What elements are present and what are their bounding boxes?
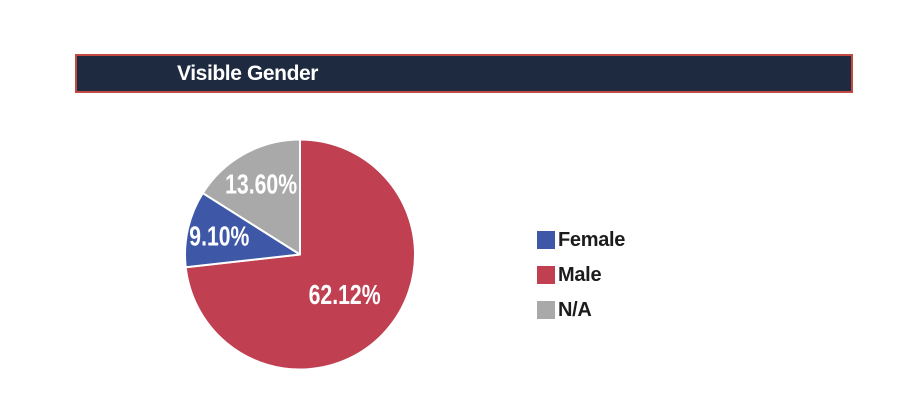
legend-label-na: N/A	[558, 299, 592, 321]
pie-slice-female	[184, 192, 301, 269]
legend-item-male: Male	[537, 264, 625, 286]
pie-value-label-na: 13.60%	[225, 169, 297, 200]
legend: Female Male N/A	[537, 229, 626, 336]
pie-slice-na	[201, 138, 301, 256]
legend-swatch-na	[537, 301, 555, 319]
legend-item-female: Female	[537, 229, 626, 251]
pie-value-label-female: 9.10%	[189, 220, 249, 251]
legend-swatch-female	[537, 231, 555, 249]
legend-label-female: Female	[558, 229, 626, 251]
chart-title: Visible Gender	[177, 61, 319, 85]
legend-label-male: Male	[558, 264, 602, 286]
legend-swatch-male	[537, 266, 555, 284]
chart-title-bar: Visible Gender	[75, 54, 853, 93]
pie-value-label-male: 62.12%	[309, 279, 381, 310]
legend-item-na: N/A	[537, 299, 625, 321]
